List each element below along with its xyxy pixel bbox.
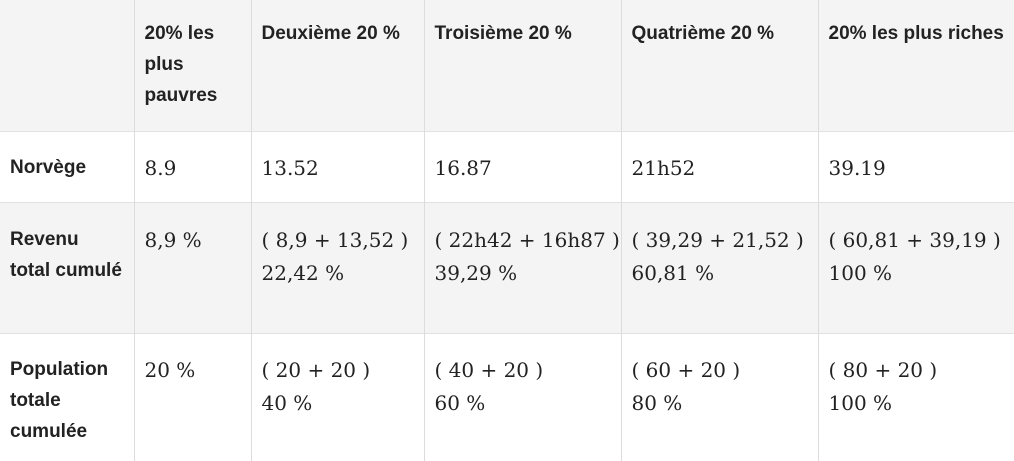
cell-result: 40 % bbox=[261, 390, 313, 415]
cell-formula: ( 39,29 + 21,52 ) bbox=[631, 227, 804, 252]
cell-result: 39,29 % bbox=[434, 260, 518, 285]
header-fourth-20: Quatrième 20 % bbox=[620, 0, 818, 131]
cell-formula: ( 60,81 + 39,19 ) bbox=[828, 227, 1001, 252]
cell-value: 39.19 bbox=[828, 155, 886, 180]
header-richest-20: 20% les plus riches bbox=[817, 0, 1014, 131]
header-second-20: Deuxième 20 % bbox=[250, 0, 424, 131]
cell-norway-third: 16.87 bbox=[423, 131, 621, 202]
cell-norway-fourth: 21h52 bbox=[620, 131, 818, 202]
cell-norway-richest: 39.19 bbox=[817, 131, 1014, 202]
row-label-cumulative-population: Population totale cumulée bbox=[10, 358, 109, 442]
cell-income-third: ( 22h42 + 16h87 ) 39,29 % bbox=[423, 202, 621, 333]
cell-value: 13.52 bbox=[261, 155, 319, 180]
cell-pop-poorest: 20 % bbox=[133, 333, 251, 461]
row-label-norway: Norvège bbox=[10, 156, 87, 178]
cell-result: 100 % bbox=[828, 390, 893, 415]
cell-income-richest: ( 60,81 + 39,19 ) 100 % bbox=[817, 202, 1014, 333]
cell-result: 8,9 % bbox=[144, 227, 202, 252]
cell-value: 21h52 bbox=[631, 155, 696, 180]
cell-formula: ( 8,9 + 13,52 ) bbox=[261, 227, 409, 252]
cell-formula: ( 20 + 20 ) bbox=[261, 357, 371, 382]
header-row: 20% les plus pauvres Deuxième 20 % Trois… bbox=[0, 0, 1014, 131]
cell-pop-richest: ( 80 + 20 ) 100 % bbox=[817, 333, 1014, 461]
table-row-cumulative-population: Population totale cumulée 20 % ( 20 + 20… bbox=[0, 333, 1014, 461]
table-row-cumulative-income: Revenu total cumulé 8,9 % ( 8,9 + 13,52 … bbox=[0, 202, 1014, 333]
cell-formula: ( 80 + 20 ) bbox=[828, 357, 938, 382]
cell-result: 60 % bbox=[434, 390, 486, 415]
cell-result: 22,42 % bbox=[261, 260, 345, 285]
cell-result: 20 % bbox=[144, 357, 196, 382]
row-label-cumulative-income: Revenu total cumulé bbox=[10, 228, 122, 281]
cell-income-fourth: ( 39,29 + 21,52 ) 60,81 % bbox=[620, 202, 818, 333]
cell-value: 8.9 bbox=[144, 155, 177, 180]
cell-norway-poorest: 8.9 bbox=[133, 131, 251, 202]
cell-pop-fourth: ( 60 + 20 ) 80 % bbox=[620, 333, 818, 461]
cell-result: 80 % bbox=[631, 390, 683, 415]
cell-norway-second: 13.52 bbox=[250, 131, 424, 202]
cell-result: 60,81 % bbox=[631, 260, 715, 285]
cell-pop-second: ( 20 + 20 ) 40 % bbox=[250, 333, 424, 461]
header-corner-cell bbox=[0, 0, 134, 131]
cell-value: 16.87 bbox=[434, 155, 492, 180]
cell-income-second: ( 8,9 + 13,52 ) 22,42 % bbox=[250, 202, 424, 333]
cell-formula: ( 40 + 20 ) bbox=[434, 357, 544, 382]
table-row-norway: Norvège 8.9 13.52 16.87 21h52 39.19 bbox=[0, 131, 1014, 202]
cell-pop-third: ( 40 + 20 ) 60 % bbox=[423, 333, 621, 461]
cell-formula: ( 22h42 + 16h87 ) bbox=[434, 227, 620, 252]
header-third-20: Troisième 20 % bbox=[423, 0, 621, 131]
header-poorest-20: 20% les plus pauvres bbox=[133, 0, 251, 131]
cell-income-poorest: 8,9 % bbox=[133, 202, 251, 333]
cell-result: 100 % bbox=[828, 260, 893, 285]
cell-formula: ( 60 + 20 ) bbox=[631, 357, 741, 382]
